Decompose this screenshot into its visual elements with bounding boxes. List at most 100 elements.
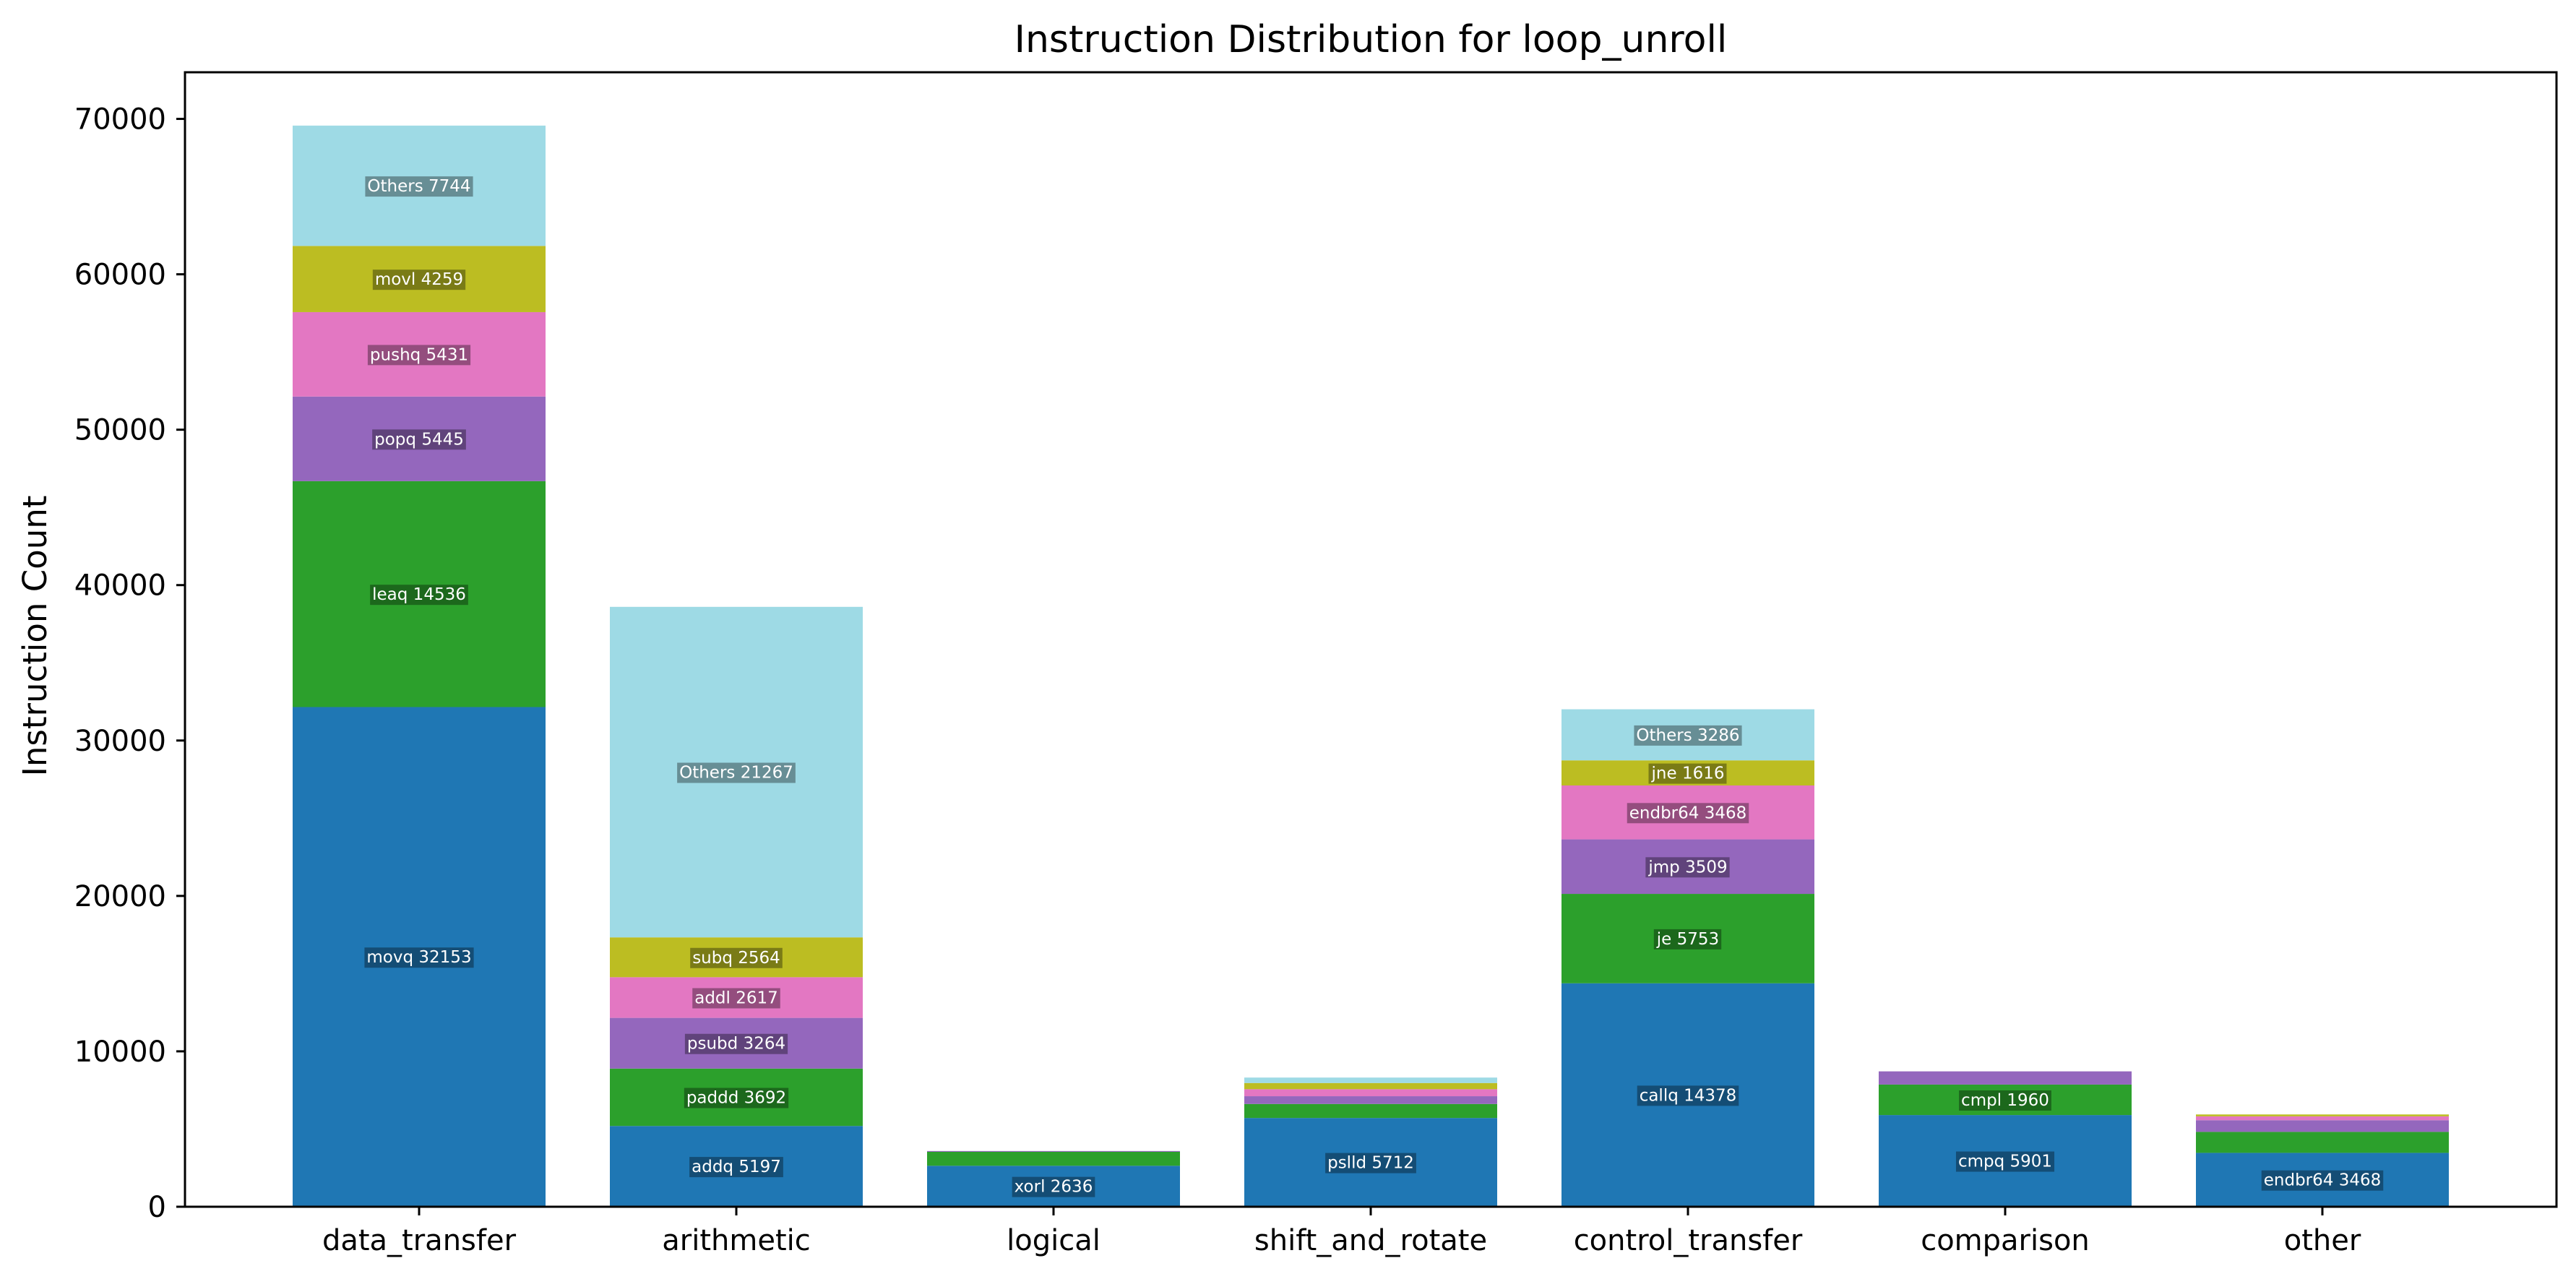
bar-data-label-background — [1634, 725, 1742, 746]
bar-data-label: je 5753 — [1656, 930, 1719, 949]
bar-data-label: Others 21267 — [679, 764, 793, 783]
x-tick-label: other — [2284, 1224, 2361, 1257]
bar-data-label-background — [2261, 1170, 2384, 1191]
y-tick-label: 20000 — [74, 880, 166, 913]
bar-segment — [1561, 785, 1814, 840]
bar-segment — [2196, 1116, 2449, 1121]
bar-segment — [927, 1151, 1180, 1166]
bar-segment — [1244, 1118, 1497, 1207]
bar-data-label-background — [1012, 1176, 1095, 1197]
x-axis-ticks: data_transfer arithmetic logical shift_and_… — [322, 1207, 2361, 1257]
bar-segment — [610, 1017, 863, 1069]
bar-segment — [927, 1150, 1180, 1152]
chart-title: Instruction Distribution for loop_unroll — [1015, 18, 1728, 61]
bar-data-label: movq 32153 — [366, 948, 471, 967]
x-tick-label: data_transfer — [322, 1224, 517, 1257]
bar-segment — [610, 1126, 863, 1207]
bar-segment — [1561, 709, 1814, 761]
bar-segment — [293, 125, 546, 246]
bar-labels-group: movq 32153 leaq 14536 popq 5445 pushq 5431 m… — [364, 176, 2384, 1197]
bar-segment — [1879, 1071, 2132, 1085]
bar-data-label-background — [365, 176, 473, 197]
bar-data-label: xorl 2636 — [1015, 1178, 1093, 1197]
x-tick-label: control_transfer — [1574, 1224, 1803, 1257]
bar-segment — [2196, 1114, 2449, 1116]
bar-segment — [293, 246, 546, 312]
bar-data-label-background — [372, 270, 466, 290]
bar-data-label: pslld 5712 — [1327, 1154, 1414, 1173]
bar-data-label: Others 7744 — [367, 177, 470, 196]
bar-data-label: psubd 3264 — [687, 1035, 785, 1054]
bar-data-label-background — [692, 988, 780, 1009]
bar-segment — [293, 311, 546, 397]
bar-segment — [1879, 1084, 2132, 1116]
bar-segment — [1244, 1082, 1497, 1090]
y-axis-label: Instruction Count — [16, 496, 54, 777]
bar-segment — [927, 1166, 1180, 1207]
bar-data-label-background — [690, 947, 783, 968]
bar-data-label-background — [1325, 1153, 1416, 1174]
bar-data-label-background — [370, 585, 468, 606]
bar-data-label: cmpq 5901 — [1958, 1153, 2052, 1171]
bar-data-label-background — [367, 345, 471, 366]
bar-data-label-background — [1645, 857, 1730, 878]
bar-data-label: addq 5197 — [692, 1158, 781, 1176]
bar-segment — [2196, 1132, 2449, 1153]
bar-data-label: subq 2564 — [692, 949, 780, 968]
bar-data-label: callq 14378 — [1640, 1086, 1737, 1105]
y-tick-label: 0 — [148, 1191, 166, 1224]
bar-segment — [610, 937, 863, 978]
x-tick-label: shift_and_rotate — [1254, 1224, 1487, 1257]
bar-data-label: movl 4259 — [375, 270, 463, 289]
y-tick-label: 10000 — [74, 1035, 166, 1069]
bar-segment — [610, 977, 863, 1018]
bar-segment — [1561, 894, 1814, 983]
plot-frame — [184, 71, 2558, 1208]
bar-segment — [2196, 1153, 2449, 1207]
bar-data-label: leaq 14536 — [372, 585, 466, 604]
bar-data-label: jmp 3509 — [1647, 858, 1727, 877]
bar-segment — [610, 606, 863, 938]
bar-segment — [1244, 1089, 1497, 1097]
bar-segment — [293, 707, 546, 1207]
bar-data-label: addl 2617 — [694, 989, 778, 1007]
bar-data-label-background — [1653, 929, 1722, 949]
bar-data-label: endbr64 3468 — [2264, 1171, 2382, 1190]
y-tick-label: 40000 — [74, 569, 166, 603]
bar-segment — [1244, 1103, 1497, 1119]
bar-segment — [2196, 1120, 2449, 1132]
x-tick-label: logical — [1007, 1224, 1100, 1257]
bar-segment — [1244, 1077, 1497, 1083]
x-tick-label: arithmetic — [662, 1224, 810, 1257]
bar-segment — [1561, 983, 1814, 1207]
bar-data-label-background — [1648, 763, 1727, 784]
bar-data-label: cmpl 1960 — [1961, 1091, 2049, 1110]
bar-data-label-background — [1955, 1151, 2055, 1172]
bar-data-label-background — [677, 762, 796, 783]
bar-segment — [1879, 1115, 2132, 1207]
bar-data-label-background — [684, 1033, 788, 1054]
bar-data-label-background — [364, 947, 474, 968]
bar-segment — [293, 396, 546, 481]
y-tick-label: 50000 — [74, 414, 166, 447]
bar-data-label-background — [684, 1088, 789, 1108]
bar-segment — [610, 1068, 863, 1127]
bar-data-label-background — [1959, 1090, 2051, 1111]
y-tick-label: 60000 — [74, 259, 166, 292]
x-tick-label: comparison — [1921, 1224, 2090, 1257]
bar-data-label: jne 1616 — [1651, 765, 1725, 783]
y-tick-label: 30000 — [74, 725, 166, 758]
bar-segment — [1561, 839, 1814, 895]
bar-data-label: endbr64 3468 — [1629, 804, 1747, 822]
bar-segment — [1561, 760, 1814, 785]
bar-segment — [293, 481, 546, 707]
bar-data-label: Others 3286 — [1636, 726, 1739, 745]
y-axis-ticks: 0 10000 20000 30000 40000 50000 60000 70000 — [74, 103, 185, 1224]
bar-data-label-background — [1637, 1085, 1739, 1106]
bar-data-label-background — [689, 1157, 783, 1178]
bars-group — [293, 125, 2449, 1207]
bar-data-label: pushq 5431 — [370, 345, 468, 364]
bar-data-label: popq 5445 — [374, 430, 464, 449]
bar-data-label-background — [372, 429, 466, 450]
